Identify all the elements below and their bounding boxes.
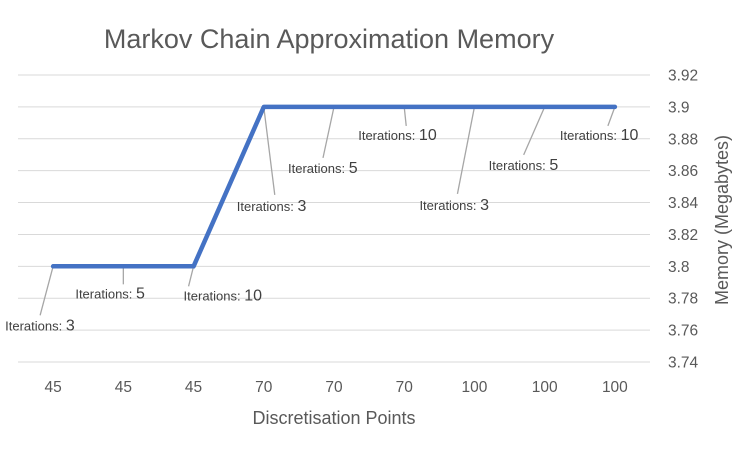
data-label: Iterations: 5 bbox=[489, 157, 559, 174]
data-label-value: 5 bbox=[549, 157, 558, 174]
data-label: Iterations: 5 bbox=[288, 160, 358, 177]
data-label-leader bbox=[39, 266, 54, 316]
data-label-prefix: Iterations: bbox=[288, 161, 349, 176]
data-label-value: 3 bbox=[66, 317, 75, 334]
data-label-value: 5 bbox=[136, 285, 145, 302]
x-tick-label: 70 bbox=[396, 379, 414, 396]
data-label-value: 10 bbox=[244, 287, 262, 304]
y-tick-label: 3.82 bbox=[668, 227, 698, 244]
y-tick-label: 3.88 bbox=[668, 131, 698, 148]
y-axis-ticks: 3.74 3.76 3.78 3.8 3.82 3.84 3.86 3.88 3.9 3.92 bbox=[668, 68, 699, 372]
x-axis-title: Discretisation Points bbox=[252, 408, 415, 428]
y-tick-label: 3.84 bbox=[668, 195, 699, 212]
x-tick-label: 45 bbox=[185, 379, 202, 396]
y-tick-label: 3.92 bbox=[668, 68, 698, 85]
data-label: Iterations: 3 bbox=[5, 317, 75, 334]
x-tick-label: 45 bbox=[44, 379, 61, 396]
data-label-prefix: Iterations: bbox=[237, 199, 298, 214]
data-label: Iterations: 10 bbox=[358, 127, 437, 144]
data-label-prefix: Iterations: bbox=[560, 128, 621, 143]
data-label-leader bbox=[456, 106, 476, 195]
data-label-value: 3 bbox=[480, 197, 489, 214]
data-label-value: 10 bbox=[419, 127, 437, 144]
data-label-prefix: Iterations: bbox=[358, 128, 419, 143]
data-label-leaders bbox=[39, 106, 616, 316]
data-label-prefix: Iterations: bbox=[75, 286, 136, 301]
data-label: Iterations: 10 bbox=[560, 127, 639, 144]
data-label-prefix: Iterations: bbox=[489, 158, 550, 173]
x-axis-ticks: 45 45 45 70 70 70 100 100 100 bbox=[44, 379, 628, 396]
y-tick-label: 3.86 bbox=[668, 163, 698, 180]
data-label-leader bbox=[607, 106, 616, 127]
x-tick-label: 100 bbox=[462, 379, 488, 396]
data-label-leader bbox=[322, 106, 335, 159]
data-label: Iterations: 3 bbox=[419, 197, 489, 214]
data-label-prefix: Iterations: bbox=[5, 318, 66, 333]
gridlines bbox=[18, 74, 650, 363]
data-label-leader bbox=[403, 106, 407, 126]
y-tick-label: 3.78 bbox=[668, 291, 698, 308]
data-label-prefix: Iterations: bbox=[419, 198, 480, 213]
data-label-leader bbox=[523, 106, 546, 156]
x-tick-label: 100 bbox=[602, 379, 628, 396]
y-tick-label: 3.8 bbox=[668, 259, 690, 276]
data-label-value: 10 bbox=[621, 127, 639, 144]
y-axis-title: Memory (Megabytes) bbox=[712, 135, 732, 305]
data-label: Iterations: 10 bbox=[184, 287, 263, 304]
data-label-value: 3 bbox=[297, 198, 306, 215]
x-tick-label: 70 bbox=[325, 379, 343, 396]
data-label: Iterations: 3 bbox=[237, 198, 307, 215]
x-tick-label: 45 bbox=[115, 379, 132, 396]
x-tick-label: 100 bbox=[532, 379, 558, 396]
y-tick-label: 3.9 bbox=[668, 99, 690, 116]
data-label-prefix: Iterations: bbox=[184, 288, 245, 303]
data-label-leader bbox=[263, 106, 276, 195]
x-tick-label: 70 bbox=[255, 379, 273, 396]
data-label-leader bbox=[187, 266, 195, 287]
y-tick-label: 3.76 bbox=[668, 323, 698, 340]
y-tick-label: 3.74 bbox=[668, 355, 699, 372]
data-label: Iterations: 5 bbox=[75, 285, 145, 302]
chart-title: Markov Chain Approximation Memory bbox=[104, 24, 555, 54]
series-line bbox=[50, 104, 618, 269]
data-label-value: 5 bbox=[349, 160, 358, 177]
